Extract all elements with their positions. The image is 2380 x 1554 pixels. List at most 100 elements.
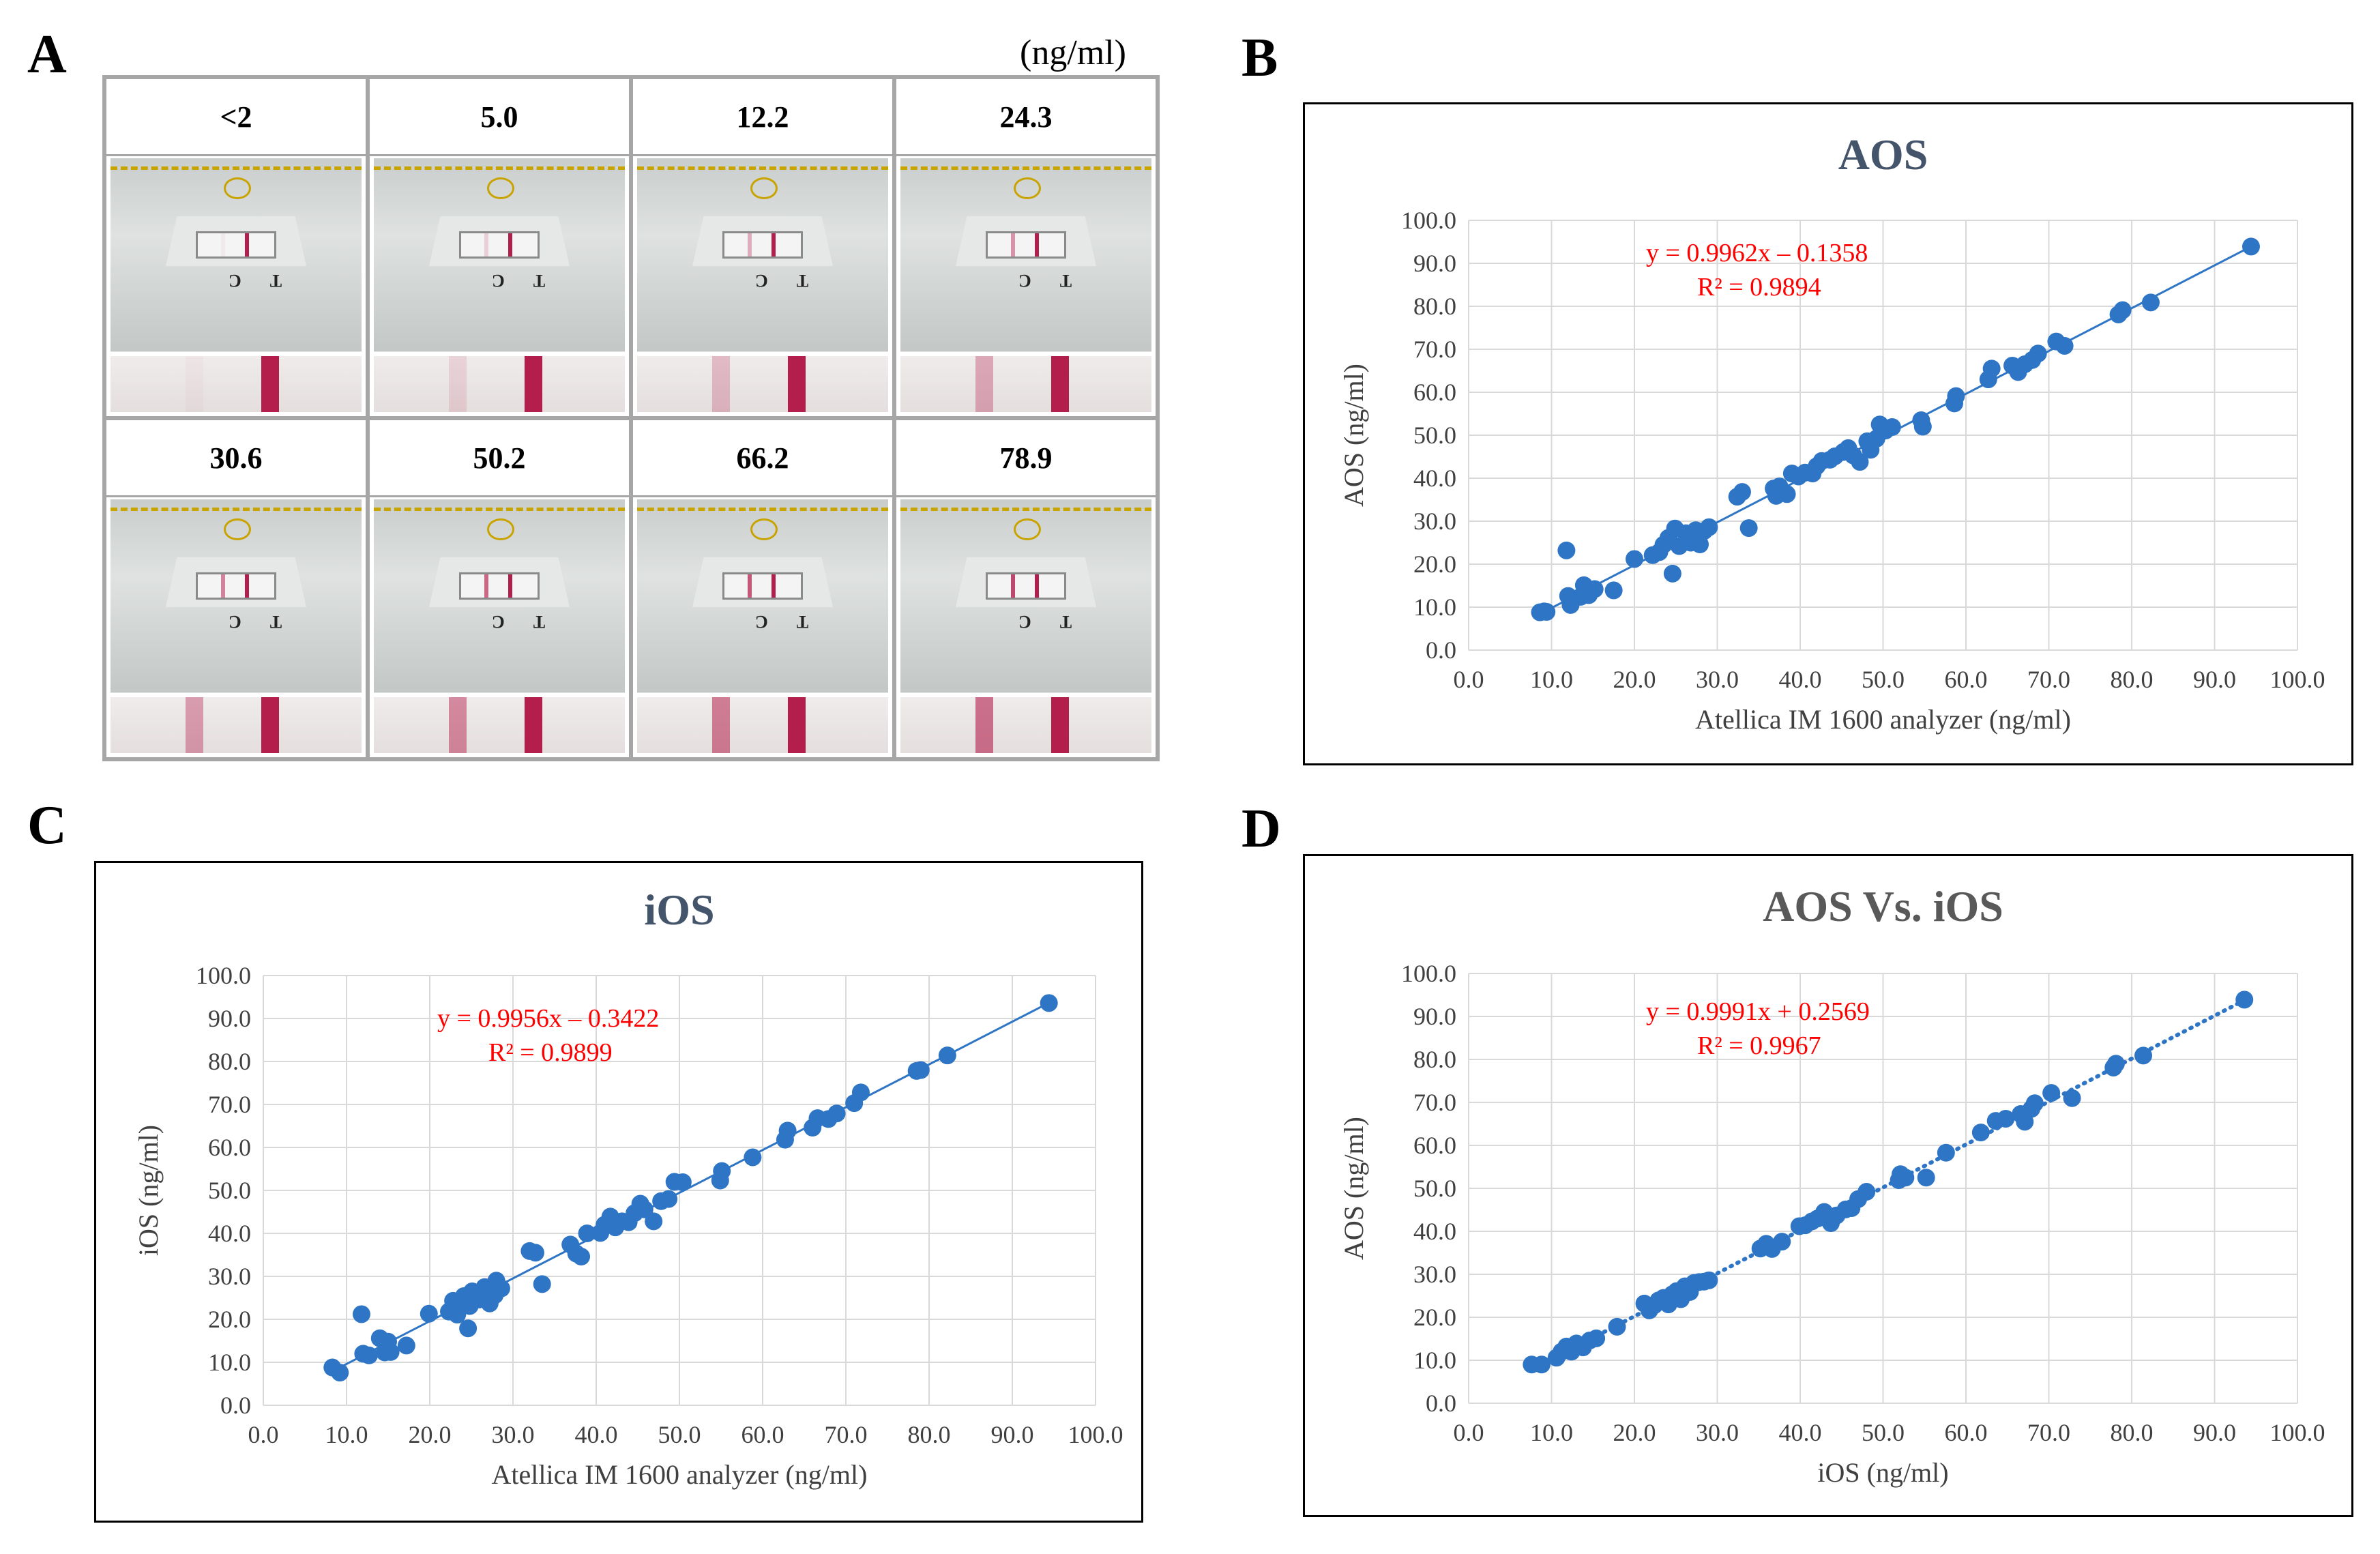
control-line [508, 233, 513, 257]
y-tick-label: 20.0 [1413, 551, 1456, 578]
y-tick-label: 50.0 [1413, 1175, 1456, 1202]
cassette: T C [900, 158, 1151, 351]
x-tick-label: 90.0 [2193, 1419, 2236, 1446]
cassette: T C [111, 158, 362, 351]
strip-cell: 12.2T CQLQL [631, 77, 894, 418]
zoomed-test-line [712, 356, 731, 412]
data-point [645, 1212, 663, 1231]
data-point [1851, 453, 1869, 471]
x-tick-label: 50.0 [658, 1421, 701, 1448]
strip-cell: 78.9T CQLQL [894, 418, 1158, 759]
x-tick-label: 0.0 [1454, 666, 1484, 693]
data-point [1587, 1329, 1606, 1347]
test-line [747, 574, 752, 598]
badge-icon [486, 518, 514, 540]
zoomed-test-line [186, 697, 204, 753]
dash-line [374, 508, 625, 511]
chart-ios: iOS 0.0 10.0 20.0 30.0 40.0 50.0 60.0 70.0 80.0 90… [94, 861, 1143, 1523]
r-squared: R² = 0.9894 [1697, 273, 1821, 302]
y-tick-label: 60.0 [1413, 1132, 1456, 1159]
panel-label-b: B [1242, 28, 1278, 88]
control-line [245, 574, 250, 598]
dash-line [111, 166, 362, 170]
x-axis-label: iOS (ng/ml) [1817, 1457, 1948, 1488]
data-point [1040, 994, 1058, 1012]
data-point [1896, 1169, 1915, 1187]
data-point [938, 1046, 956, 1065]
strip-cell: 5.0T CQLQL [368, 77, 631, 418]
data-point [1773, 1233, 1791, 1251]
data-point [1971, 1124, 1990, 1142]
unit-label: (ng/ml) [1020, 33, 1126, 72]
control-line [772, 233, 776, 257]
zoomed-control-line [261, 697, 279, 753]
data-point [492, 1279, 510, 1298]
data-point [1532, 1355, 1551, 1374]
strip-cell: 50.2T CQLQL [368, 418, 631, 759]
data-point [660, 1190, 678, 1208]
dash-line [374, 166, 625, 170]
ct-markings: T C [1005, 270, 1072, 291]
badge-icon [750, 177, 778, 199]
x-tick-label: 10.0 [325, 1421, 368, 1448]
result-window [196, 572, 276, 600]
test-line [220, 233, 225, 257]
test-line [484, 233, 488, 257]
y-tick-label: 40.0 [208, 1220, 251, 1247]
y-tick-label: 10.0 [1413, 1347, 1456, 1374]
data-point [2055, 336, 2074, 355]
strip-photo: T CQLQL [900, 158, 1151, 412]
badge-icon [1013, 177, 1041, 199]
strip-photo: T CQLQL [637, 499, 888, 753]
strip-cell: 66.2T CQLQL [631, 418, 894, 759]
y-tick-label: 80.0 [1413, 1046, 1456, 1073]
x-tick-label: 50.0 [1862, 1419, 1905, 1446]
result-window [196, 231, 276, 259]
badge-icon [223, 518, 251, 540]
x-tick-label: 60.0 [1945, 666, 1988, 693]
zoomed-line-view [111, 693, 362, 753]
zoomed-control-line [1051, 356, 1069, 412]
ct-markings: T C [742, 270, 808, 291]
x-tick-label: 30.0 [492, 1421, 535, 1448]
y-tick-label: 0.0 [1426, 1390, 1456, 1417]
ct-markings: T C [479, 611, 545, 632]
data-point [1982, 360, 2001, 378]
x-tick-label: 60.0 [1945, 1419, 1988, 1446]
panel-label-d: D [1242, 799, 1281, 859]
zoomed-test-line [712, 697, 731, 753]
x-axis-label: Atellica IM 1600 analyzer (ng/ml) [492, 1459, 868, 1490]
data-point [713, 1162, 731, 1180]
data-point [397, 1336, 415, 1355]
data-point [2141, 293, 2160, 312]
cassette: T C [637, 499, 888, 692]
regression-equation: y = 0.9991x + 0.2569 [1646, 997, 1870, 1026]
control-line [245, 233, 250, 257]
data-point [2029, 344, 2047, 363]
x-tick-label: 0.0 [248, 1421, 279, 1448]
y-tick-label: 50.0 [1413, 422, 1456, 449]
y-tick-label: 90.0 [1413, 1003, 1456, 1030]
data-point [1626, 550, 1643, 568]
cassette: T C [111, 499, 362, 692]
data-point [1913, 417, 1932, 436]
cassette: T C [637, 158, 888, 351]
result-window [722, 231, 803, 259]
test-strip-grid: <2T CQLQL5.0T CQLQL12.2T CQLQL24.3T CQLQ… [102, 75, 1160, 761]
data-point [420, 1304, 438, 1323]
strip-concentration-label: 78.9 [896, 420, 1156, 497]
y-axis-label: AOS (ng/ml) [1338, 1117, 1369, 1260]
y-tick-label: 100.0 [196, 962, 251, 989]
data-point [1733, 483, 1751, 501]
control-line [772, 574, 776, 598]
data-point [459, 1319, 478, 1338]
y-tick-label: 70.0 [208, 1091, 251, 1118]
data-point [2063, 1089, 2081, 1107]
result-window [459, 231, 540, 259]
zoomed-control-line [524, 697, 542, 753]
data-point [1947, 387, 1965, 405]
y-tick-label: 30.0 [1413, 1261, 1456, 1288]
chart-aos-vs-ios-svg: AOS Vs. iOS 0.0 10.0 20.0 30.0 40.0 50.0 60.0 70… [1338, 882, 2325, 1488]
x-tick-label: 90.0 [2193, 666, 2236, 693]
control-line [508, 574, 513, 598]
